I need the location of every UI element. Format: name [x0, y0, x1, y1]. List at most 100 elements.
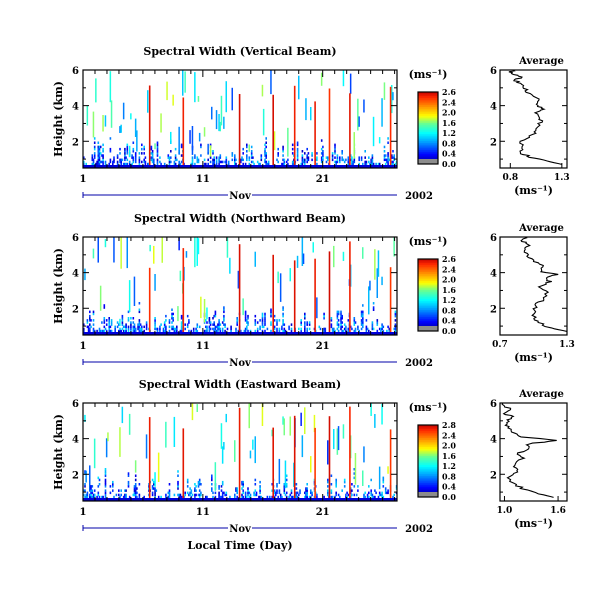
heatmap-cell — [290, 495, 293, 499]
heatmap-cell — [144, 162, 147, 166]
heatmap-cell — [154, 489, 156, 492]
heatmap-cell — [174, 327, 177, 331]
heatmap-cell — [203, 162, 206, 166]
colorbar-segment — [418, 435, 438, 439]
heatmap-cell — [372, 302, 375, 305]
heatmap-cell — [83, 329, 85, 333]
heatmap-cell — [138, 329, 141, 333]
heatmap-cell — [394, 323, 397, 326]
colorbar-segment — [418, 128, 438, 131]
heatmap-cell — [330, 474, 333, 477]
heatmap-cell — [138, 152, 141, 155]
heatmap-cell — [343, 480, 346, 484]
heatmap-cell — [273, 314, 276, 318]
heatmap-cell — [219, 121, 221, 132]
heatmap-cell — [138, 160, 141, 164]
heatmap-cell — [104, 468, 107, 471]
heatmap-cell — [333, 329, 335, 333]
heatmap-cell — [316, 158, 318, 162]
heatmap-cell — [284, 493, 287, 497]
heatmap-cell — [276, 491, 278, 495]
heatmap-cell — [131, 156, 133, 159]
heatmap-cell — [153, 162, 155, 166]
heatmap-cell — [178, 237, 180, 251]
heatmap-cell — [139, 327, 142, 331]
heatmap-cell — [283, 483, 286, 486]
heatmap-cell — [223, 306, 225, 309]
heatmap-cell — [209, 156, 212, 159]
heatmap-cell — [188, 321, 190, 324]
heatmap-cell — [223, 319, 225, 322]
heatmap-cell — [306, 489, 308, 492]
heatmap-cell — [154, 493, 156, 497]
heatmap-cell — [176, 329, 178, 333]
heatmap-cell — [323, 312, 325, 316]
heatmap-cell — [147, 90, 149, 113]
colorbar-segment — [418, 473, 438, 476]
heatmap-cell — [347, 156, 350, 159]
heatmap-cell — [276, 329, 278, 333]
average-x-tick-label: 1.0 — [497, 506, 513, 516]
heatmap-cell — [136, 130, 138, 152]
heatmap-cell — [242, 483, 244, 486]
heatmap-cell — [324, 327, 327, 331]
heatmap-cell — [304, 158, 306, 162]
heatmap-cell — [261, 317, 264, 320]
heatmap-cell — [391, 154, 393, 157]
heatmap-cell — [134, 483, 137, 486]
heatmap-cell — [362, 323, 364, 326]
heatmap-cell — [327, 478, 329, 482]
colorbar-frame — [417, 258, 439, 332]
heatmap-cell — [246, 150, 248, 153]
heatmap-cell — [119, 327, 121, 331]
heatmap-cell — [211, 474, 213, 477]
colorbar-segment — [418, 323, 438, 327]
heatmap-cell — [240, 158, 242, 162]
heatmap-cell — [247, 314, 249, 318]
heatmap-cell — [97, 493, 100, 497]
heatmap-cell — [236, 491, 238, 495]
heatmap-cell — [340, 310, 342, 314]
heatmap-cell — [249, 493, 252, 497]
colorbar-segment — [418, 92, 438, 95]
heatmap-cell — [213, 160, 215, 164]
heatmap-cell — [270, 314, 272, 318]
heatmap-cell — [287, 162, 289, 166]
heatmap-cell — [346, 491, 348, 495]
heatmap-cell — [118, 489, 120, 492]
heatmap-cell — [316, 152, 318, 155]
heatmap-cell — [91, 491, 94, 495]
heatmap-cell — [137, 325, 139, 329]
heatmap-cell — [124, 495, 126, 499]
heatmap-cell — [213, 156, 215, 159]
colorbar-segment — [418, 298, 438, 301]
heatmap-cell — [371, 156, 374, 159]
heatmap-cell — [165, 327, 167, 331]
heatmap-cell — [134, 118, 137, 137]
colorbar-segment — [418, 457, 438, 460]
heatmap-cell — [296, 156, 299, 159]
heatmap-cell — [195, 327, 197, 331]
heatmap-cell — [194, 495, 196, 499]
heatmap-cell — [203, 158, 206, 162]
heatmap-cell — [231, 152, 234, 155]
heatmap-cell — [389, 86, 392, 167]
heatmap-cell — [336, 314, 339, 318]
heatmap-cell — [132, 141, 135, 144]
heatmap-cell — [366, 327, 369, 331]
heatmap-cell — [235, 329, 237, 333]
heatmap-cell — [173, 493, 176, 497]
heatmap-cell — [128, 160, 131, 164]
heatmap-cell — [387, 162, 389, 166]
heatmap-cell — [349, 406, 351, 500]
colorbar-segment — [418, 113, 438, 116]
heatmap-cell — [391, 156, 393, 159]
heatmap-cell — [335, 493, 337, 497]
heatmap-cell — [221, 327, 224, 331]
heatmap-cell — [363, 493, 365, 497]
heatmap-cell — [282, 158, 284, 162]
heatmap-cell — [134, 487, 137, 490]
heatmap-cell — [283, 158, 286, 162]
heatmap-cell — [114, 325, 116, 329]
heatmap-cell — [93, 489, 96, 492]
